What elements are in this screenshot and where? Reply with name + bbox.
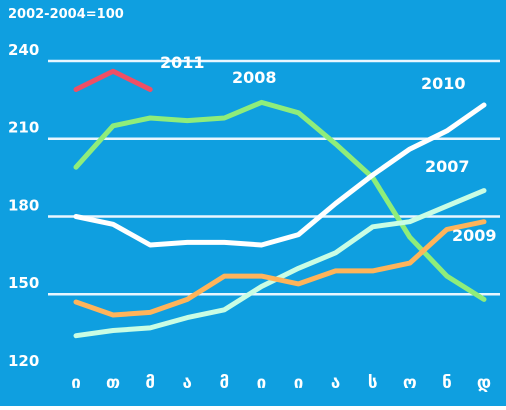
x-tick-label-8: ს — [368, 373, 378, 393]
series-label-2008: 2008 — [232, 68, 277, 87]
y-tick-label-180: 180 — [8, 196, 39, 214]
series-label-2011: 2011 — [160, 53, 205, 72]
chart-subtitle: 2002-2004=100 — [8, 7, 124, 22]
series-label-2007: 2007 — [425, 157, 470, 176]
x-tick-label-5: ი — [257, 373, 267, 393]
y-tick-label-120: 120 — [8, 352, 39, 370]
series-line-2008 — [73, 99, 487, 302]
grid-lines — [48, 59, 500, 296]
x-tick-label-9: ო — [403, 373, 417, 393]
x-tick-label-3: ა — [183, 373, 192, 393]
series-line-2010 — [73, 102, 487, 248]
y-tick-label-150: 150 — [8, 274, 39, 292]
x-tick-label-6: ი — [294, 373, 304, 393]
x-tick-label-7: ა — [331, 373, 340, 393]
x-tick-label-4: მ — [220, 373, 230, 393]
series-line-2007 — [73, 188, 487, 339]
x-tick-label-11: დ — [477, 373, 491, 393]
series-line-2011 — [73, 68, 153, 92]
x-tick-label-0: ი — [71, 373, 81, 393]
series-lines — [73, 68, 487, 339]
x-tick-label-2: მ — [145, 373, 155, 393]
y-tick-label-210: 210 — [8, 119, 39, 137]
series-labels: 2011 2008 2010 2007 2009 — [160, 53, 497, 245]
series-label-2010: 2010 — [421, 74, 466, 93]
y-tick-label-240: 240 — [8, 41, 39, 59]
series-label-2009: 2009 — [452, 226, 497, 245]
x-tick-label-1: თ — [106, 373, 120, 393]
series-line-2009 — [73, 219, 487, 318]
axis-labels: 120 150 180 210 240 ი თ მ ა მ ი ი ა ს ო ნ დ — [8, 41, 491, 393]
x-tick-label-10: ნ — [442, 373, 452, 393]
